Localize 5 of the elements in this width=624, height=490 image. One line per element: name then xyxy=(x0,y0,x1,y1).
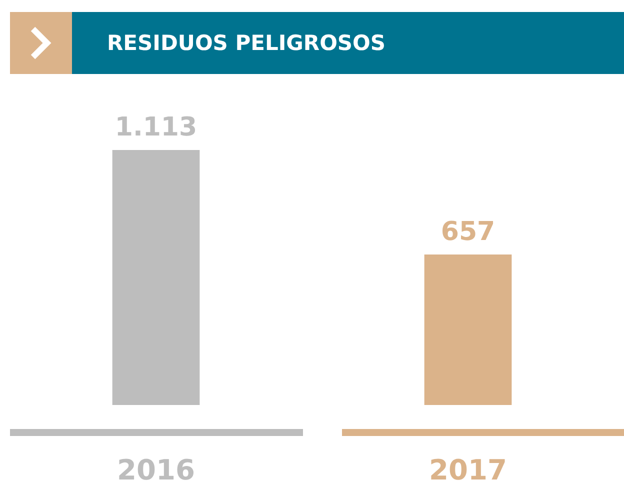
chart-title: RESIDUOS PELIGROSOS xyxy=(107,31,386,55)
data-label: 657 xyxy=(440,217,496,248)
data-label: 1.113 xyxy=(114,112,198,143)
x-tick-label: 2016 xyxy=(117,453,195,486)
x-tick-label: 2017 xyxy=(429,453,507,486)
